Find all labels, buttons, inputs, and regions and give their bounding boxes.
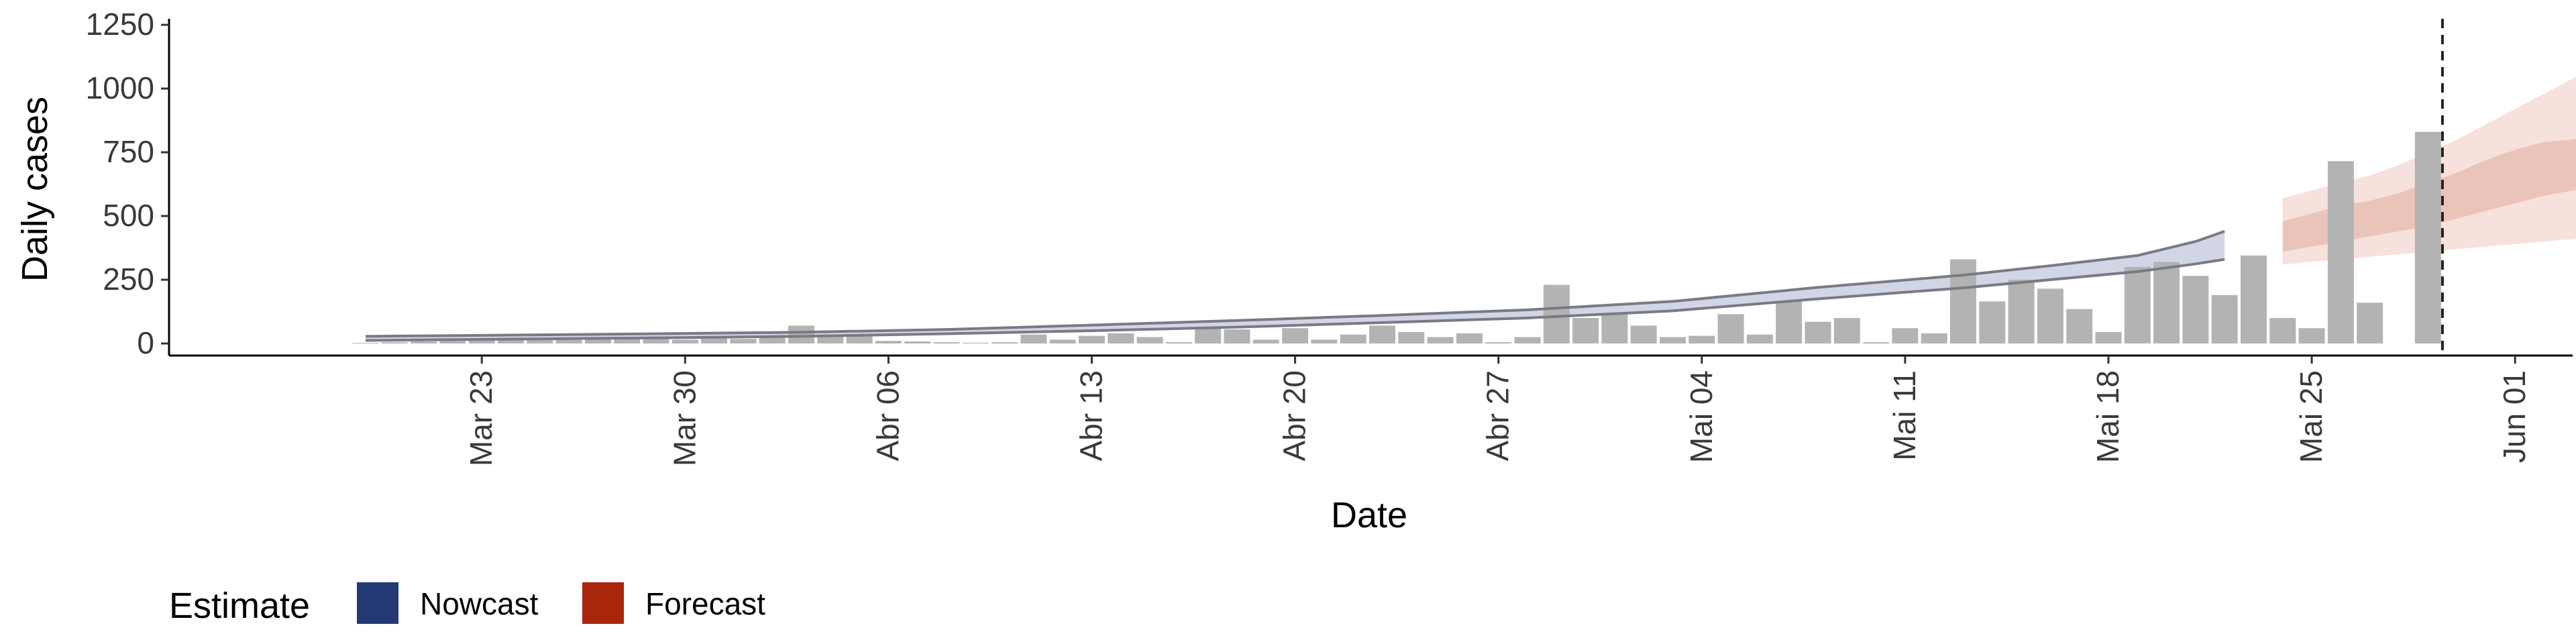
case-bar: [875, 341, 902, 343]
case-bar: [439, 341, 466, 343]
case-bar: [2269, 318, 2296, 343]
case-bar: [382, 342, 408, 343]
case-bar: [1979, 301, 2005, 343]
legend-title: Estimate: [169, 586, 310, 626]
case-bar: [1340, 335, 1366, 343]
case-bar: [1456, 333, 1483, 343]
y-tick-label: 500: [103, 198, 154, 233]
x-tick-label: Mai 04: [1684, 370, 1719, 463]
case-bar: [701, 338, 727, 343]
case-bar: [2182, 276, 2208, 343]
case-bar: [672, 339, 698, 343]
case-bar: [1631, 325, 1657, 343]
legend-swatch-forecast: [582, 582, 624, 624]
y-tick-label: 250: [103, 262, 154, 297]
case-bar: [1660, 337, 1686, 344]
case-bar: [1834, 318, 1860, 343]
x-tick-label: Abr 06: [870, 370, 905, 462]
case-bar: [788, 325, 814, 343]
case-bar: [904, 341, 930, 343]
case-bar: [1282, 328, 1308, 343]
case-bar: [1253, 339, 1279, 343]
case-bar: [1688, 336, 1715, 343]
x-axis-ticks: Mar 23 Mar 30 Abr 06 Abr 13 Abr 20 Abr 27 Mai …: [464, 356, 2532, 466]
y-tick-label: 0: [137, 325, 154, 360]
case-bar: [1311, 339, 1337, 343]
case-bar: [1718, 314, 1744, 343]
case-bar: [1863, 342, 1889, 343]
case-bar: [2328, 161, 2354, 343]
x-tick-label: Abr 13: [1074, 370, 1109, 462]
case-bar: [2299, 328, 2325, 343]
case-bar: [1108, 333, 1134, 343]
case-bar: [1747, 335, 1773, 343]
case-bar: [2415, 132, 2441, 343]
case-bar: [2037, 288, 2063, 343]
case-bar: [730, 339, 756, 343]
case-bar: [1892, 328, 1918, 343]
case-bar: [1485, 342, 1511, 343]
y-tick-label: 1250: [86, 7, 154, 42]
case-bar: [411, 341, 437, 343]
y-axis-ticks: 0 250 500 750 1000 1250: [86, 7, 169, 360]
legend-label-forecast: Forecast: [645, 586, 765, 621]
case-bar: [1166, 342, 1192, 343]
case-bar: [1515, 337, 1541, 344]
case-bar: [556, 339, 582, 343]
case-bar: [1544, 285, 1570, 343]
case-bar: [1950, 260, 1976, 343]
x-tick-label: Mar 23: [464, 370, 498, 466]
case-bar: [1776, 301, 1802, 343]
x-tick-label: Abr 27: [1481, 370, 1515, 462]
case-bar: [2153, 262, 2180, 343]
case-bar: [934, 342, 960, 343]
x-tick-label: Jun 01: [2497, 370, 2532, 463]
y-tick-label: 1000: [86, 70, 154, 105]
case-bar: [1572, 318, 1599, 343]
x-tick-label: Mai 25: [2294, 370, 2328, 463]
case-bar: [1195, 328, 1221, 343]
case-bar: [2066, 309, 2092, 343]
daily-case-bars: [353, 132, 2441, 344]
legend-label-nowcast: Nowcast: [420, 586, 539, 621]
x-tick-label: Mai 18: [2090, 370, 2125, 463]
case-bar: [1601, 313, 1627, 343]
case-bar: [1369, 325, 1395, 343]
case-bar: [2008, 280, 2035, 343]
x-tick-label: Abr 20: [1277, 370, 1312, 462]
case-bar: [2096, 332, 2122, 343]
x-tick-label: Mar 30: [667, 370, 702, 466]
case-bar: [2212, 295, 2238, 343]
case-bar: [1050, 339, 1076, 343]
case-bar: [1137, 337, 1163, 344]
case-bar: [2357, 303, 2383, 343]
case-bar: [1921, 333, 1947, 343]
x-tick-label: Mai 11: [1887, 370, 1922, 461]
case-bar: [1079, 336, 1105, 343]
legend-swatch-nowcast: [357, 582, 398, 624]
case-bar: [1398, 332, 1424, 343]
case-bar: [1428, 337, 1454, 344]
case-bar: [1805, 322, 1831, 343]
case-bar: [847, 336, 873, 343]
case-bar: [991, 342, 1018, 343]
y-tick-label: 750: [103, 134, 154, 169]
case-bar: [469, 340, 495, 343]
x-axis-title: Date: [1331, 495, 1407, 535]
case-bar: [2241, 256, 2267, 343]
case-bar: [1224, 329, 1250, 343]
case-bar: [1020, 335, 1046, 343]
legend: Estimate Nowcast Forecast: [169, 582, 765, 626]
case-bar: [2125, 267, 2151, 343]
y-axis-title: Daily cases: [15, 97, 55, 282]
